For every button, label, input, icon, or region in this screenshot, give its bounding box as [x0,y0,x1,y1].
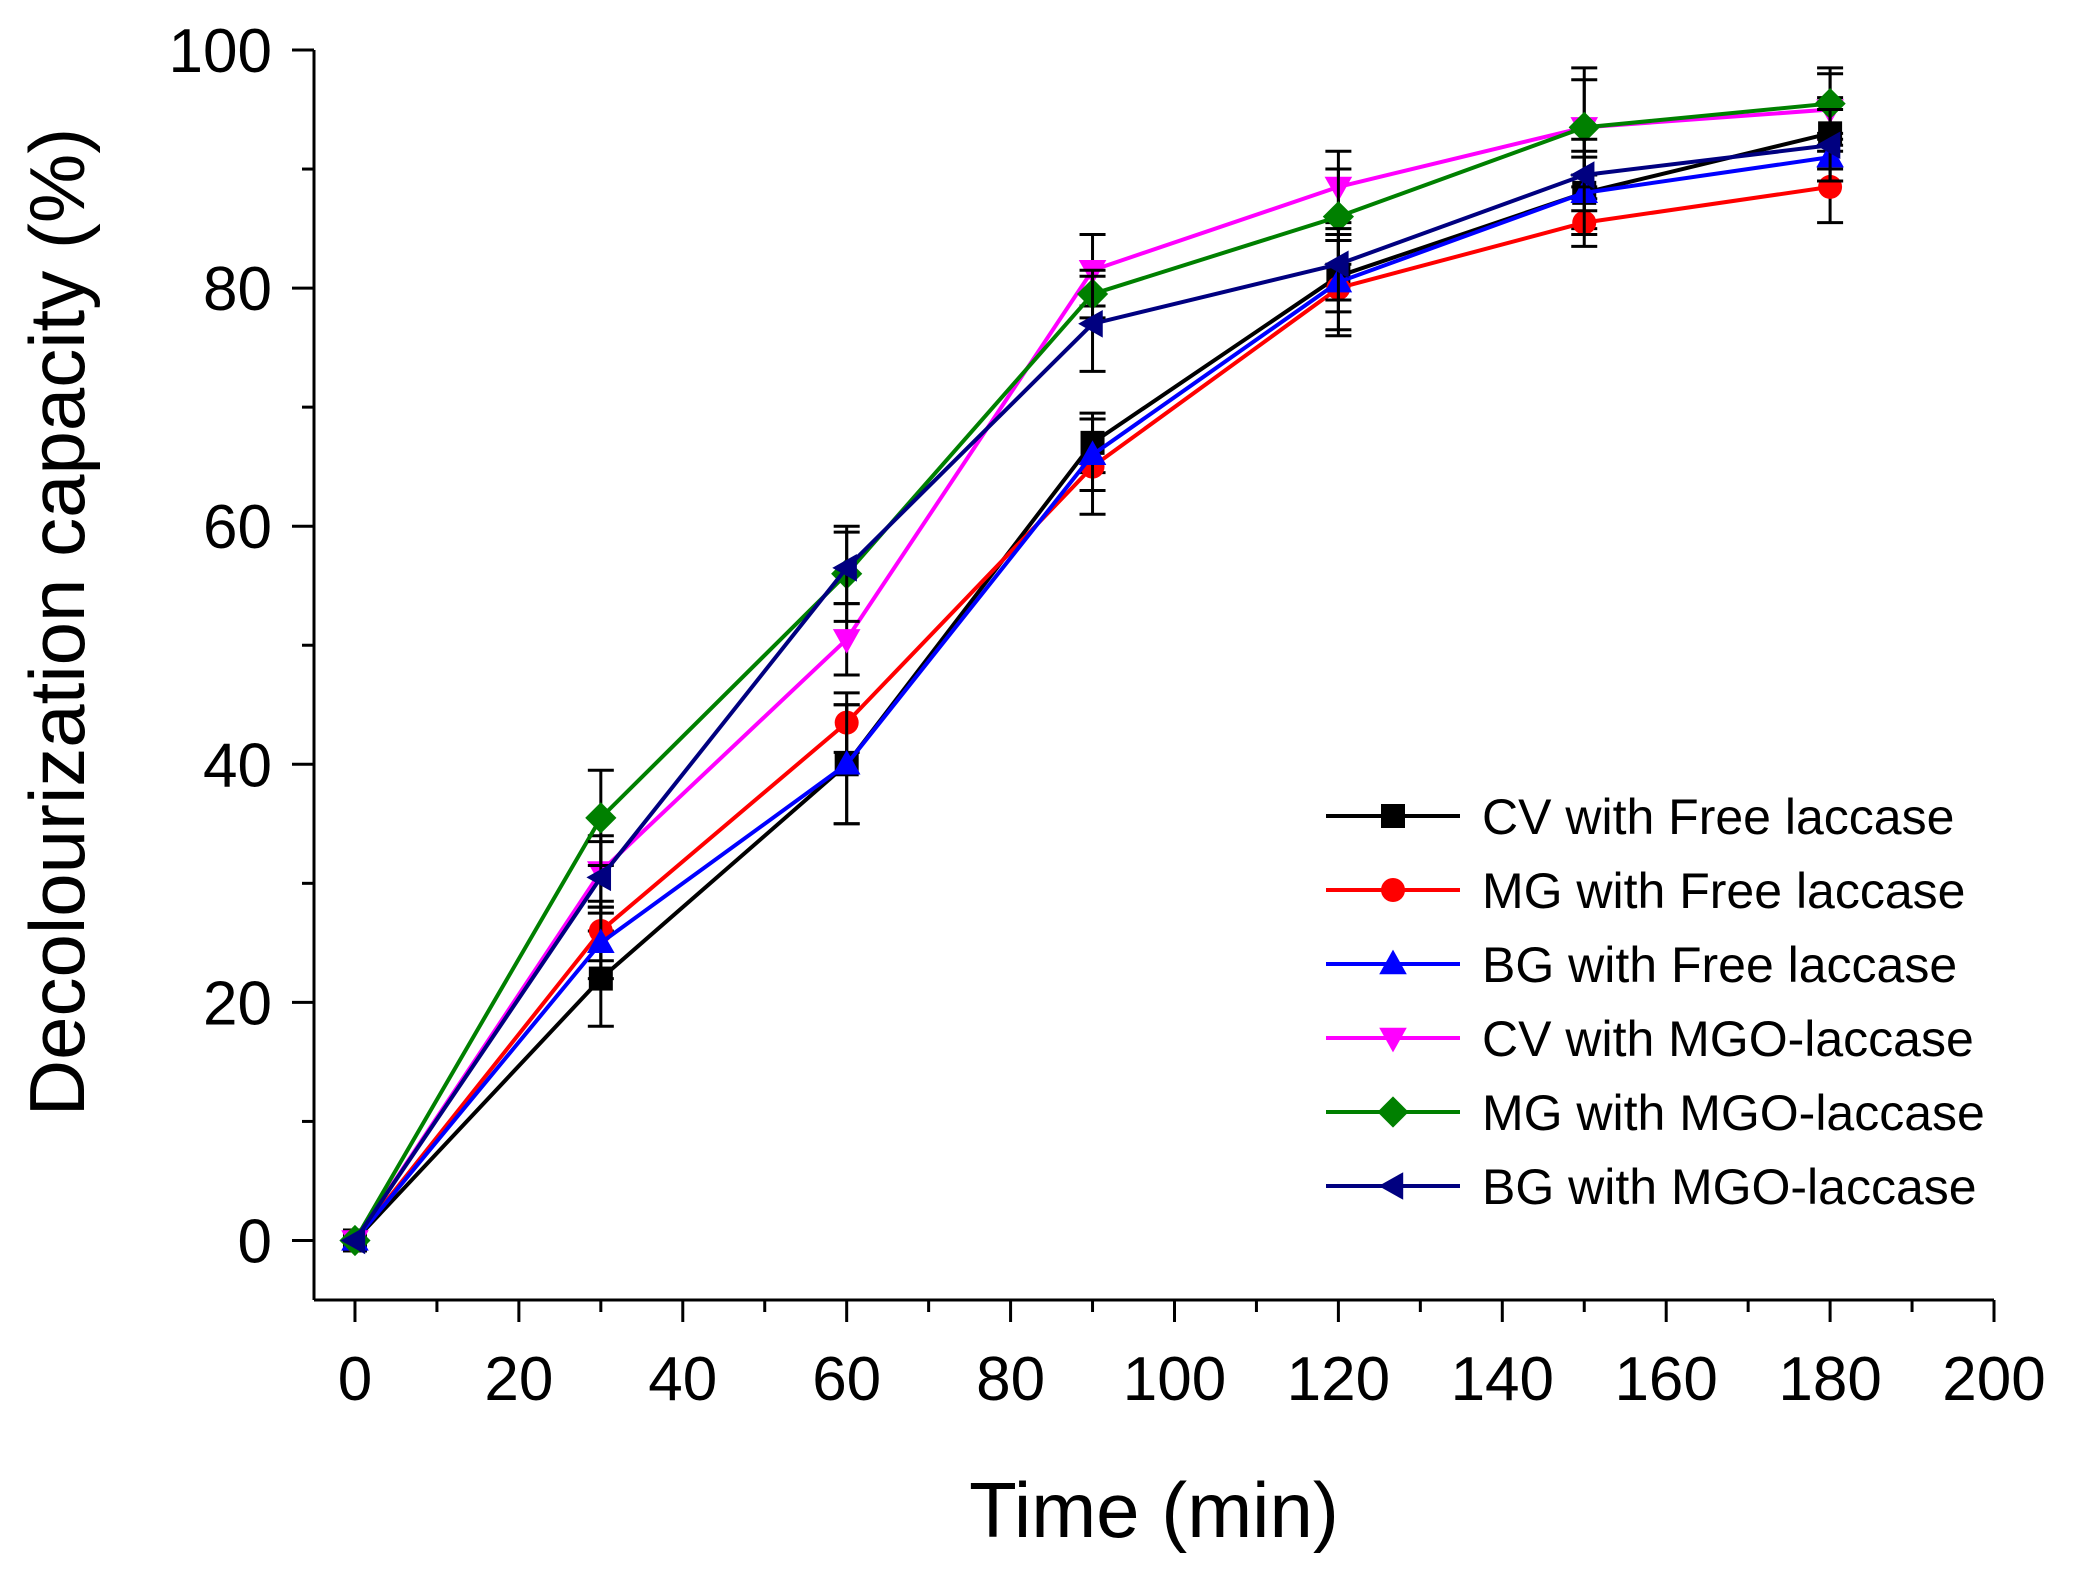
series-6 [340,108,1844,1255]
y-tick-label: 40 [203,731,272,800]
triangle-left-marker [1078,310,1103,338]
y-minor-ticks [302,167,314,1123]
legend-entry: MG with MGO-laccase [1326,1085,1985,1141]
triangle-left-marker [586,863,612,892]
x-tick-label: 160 [1614,1345,1717,1414]
x-minor-ticks [435,1300,1914,1312]
legend-label: BG with MGO-laccase [1482,1159,1977,1215]
legend-entry: BG with Free laccase [1326,937,1957,993]
x-tick-label: 140 [1451,1345,1554,1414]
x-axis-title: Time (min) [969,1466,1339,1554]
legend-entry: CV with MGO-laccase [1326,1011,1974,1067]
triangle-left-marker [832,554,857,582]
triangle-up-marker [1379,949,1407,975]
x-axis-ticks: 0 20 40 60 80 100 120 140 160 180 200 [338,1300,2046,1414]
y-tick-label: 20 [203,969,272,1038]
diamond-marker [1377,1096,1409,1128]
triangle-down-marker [1379,1027,1407,1053]
circle-marker [1381,878,1405,902]
triangle-left-marker [340,1226,366,1255]
y-tick-label: 100 [169,17,272,86]
legend-label: CV with MGO-laccase [1482,1011,1974,1067]
diamond-marker [1814,87,1846,120]
legend-label: MG with Free laccase [1482,863,1965,919]
y-axis-title: Decolourization capacity (%) [13,128,101,1116]
legend-entry: MG with Free laccase [1326,863,1965,919]
triangle-down-marker [832,629,861,654]
y-tick-label: 80 [203,255,272,324]
y-tick-label: 60 [203,493,272,562]
diamond-marker [1568,111,1600,143]
diamond-marker [585,802,617,834]
legend-entry: CV with Free laccase [1326,789,1954,845]
legend-label: BG with Free laccase [1482,937,1957,993]
legend: CV with Free laccase MG with Free laccase… [1326,789,1985,1215]
x-tick-label: 80 [976,1345,1045,1414]
triangle-left-marker [1815,131,1841,160]
plot-area [314,50,1994,1300]
x-tick-label: 200 [1942,1345,2045,1414]
x-tick-label: 60 [812,1345,881,1414]
x-tick-label: 100 [1123,1345,1226,1414]
x-tick-label: 180 [1778,1345,1881,1414]
x-tick-label: 40 [648,1345,717,1414]
triangle-left-marker [1569,161,1595,189]
x-tick-label: 0 [338,1345,372,1414]
legend-label: MG with MGO-laccase [1482,1085,1985,1141]
diamond-marker [1322,201,1354,233]
triangle-up-marker [1078,440,1107,465]
triangle-left-marker [1323,250,1349,279]
triangle-left-marker [1378,1172,1404,1200]
y-tick-label: 0 [238,1207,272,1276]
x-tick-label: 120 [1287,1345,1390,1414]
triangle-up-marker [832,749,861,775]
y-axis-ticks: 0 20 40 60 80 100 [169,17,314,1276]
x-tick-label: 20 [484,1345,553,1414]
series-layer [339,66,1846,1257]
triangle-up-marker [587,928,615,954]
square-marker [1381,804,1405,828]
legend-label: CV with Free laccase [1482,789,1954,845]
legend-entry: BG with MGO-laccase [1326,1159,1977,1215]
